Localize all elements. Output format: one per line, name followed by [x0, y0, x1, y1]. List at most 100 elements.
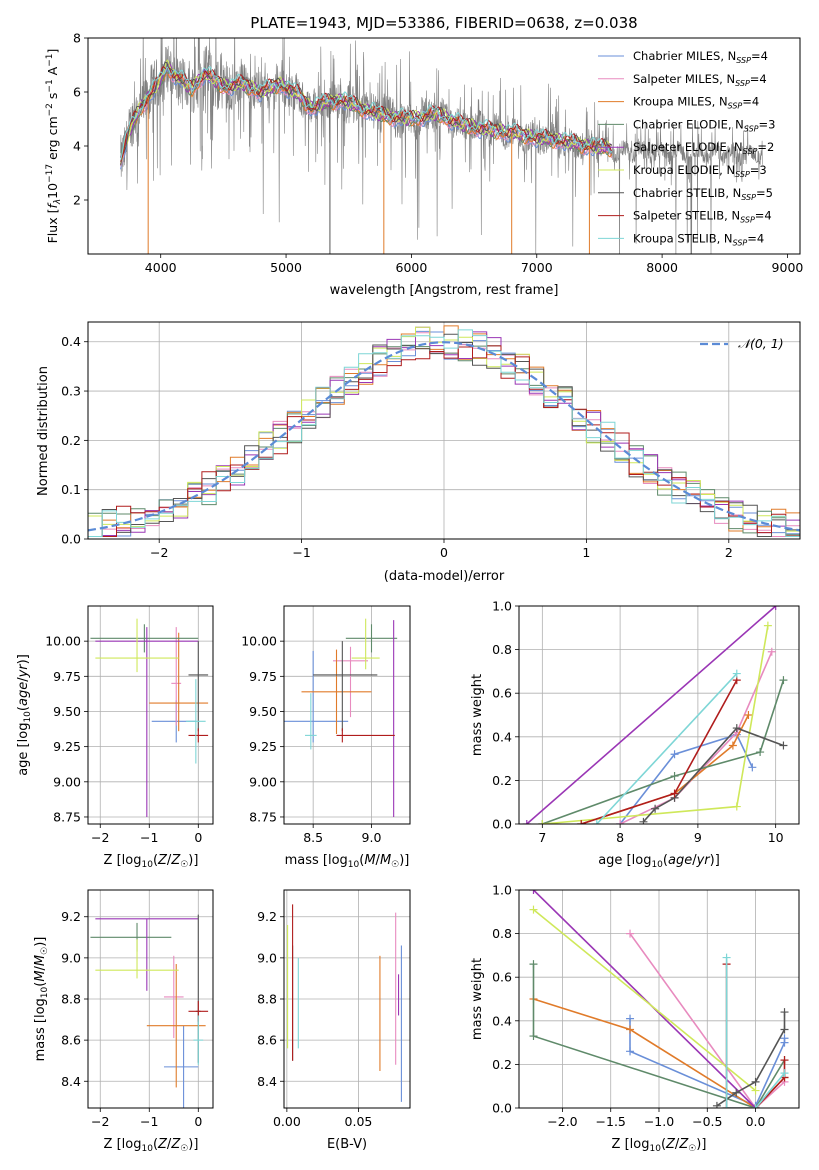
errorbar-point — [333, 646, 368, 718]
y-tick-label: 9.75 — [53, 669, 81, 684]
x-tick-label: −1.0 — [644, 1114, 674, 1129]
plot-area-residuals — [88, 325, 800, 537]
errorbar-point — [188, 728, 209, 743]
errorbar-point — [336, 728, 395, 743]
axes-frame — [87, 605, 214, 825]
weight-marker — [616, 820, 625, 824]
y-tick-label: 10.00 — [45, 634, 81, 649]
y-axis-label: Flux [fλ10−17 erg cm−2 s−1 A−1] — [45, 49, 63, 244]
errorbar-point — [188, 641, 209, 732]
axes-frame — [283, 889, 411, 1109]
weight-marker — [744, 711, 753, 719]
weight-marker — [748, 763, 757, 772]
x-axis-label: age [log10(age/yr)] — [598, 853, 720, 870]
legend-entry: Chabrier MILES, NSSP=4 — [633, 49, 768, 65]
x-tick-label: 9.0 — [362, 830, 382, 845]
axes-frame — [518, 889, 800, 1109]
x-tick-label: −1.5 — [596, 1114, 626, 1129]
y-tick-label: 9.50 — [53, 704, 81, 719]
y-tick-label: 9.75 — [249, 669, 277, 684]
legend-entry: Chabrier ELODIE, NSSP=3 — [633, 117, 775, 133]
legend: Chabrier MILES, NSSP=4 Salpeter MILES, NS… — [598, 49, 775, 247]
panel-spectrum: 4000 5000 6000 7000 8000 9000 2 4 6 8 Chabrier MIL… — [45, 31, 803, 299]
x-tick-label: 4000 — [145, 260, 177, 275]
y-tick-label: 8 — [73, 31, 81, 46]
weight-line — [725, 957, 786, 1108]
y-tick-label: 9.25 — [249, 739, 277, 754]
weight-marker — [780, 1034, 789, 1043]
y-tick-label: 0.6 — [492, 686, 512, 701]
x-axis-label: E(B-V) — [327, 1137, 367, 1152]
y-tick-label: 0.8 — [492, 642, 512, 657]
errorbar-point — [171, 627, 182, 726]
errorbar-point — [95, 939, 179, 979]
y-tick-label: 0.4 — [61, 334, 81, 349]
weight-marker — [522, 820, 531, 824]
weight-marker — [651, 804, 660, 813]
weight-series — [592, 669, 741, 824]
weight-marker — [779, 741, 788, 750]
plot-area-mass_vs_Z — [90, 914, 209, 1108]
x-axis-label: mass [log10(M/M☉)] — [285, 853, 410, 870]
y-tick-label: 8.4 — [257, 1074, 277, 1089]
errorbar-point — [345, 624, 398, 653]
legend-entry: Chabrier STELIB, NSSP=5 — [633, 186, 773, 202]
y-tick-label: 0.3 — [61, 384, 81, 399]
weight-marker — [529, 890, 538, 894]
legend-entry: Salpeter MILES, NSSP=4 — [633, 72, 767, 88]
errorbar-point — [163, 1025, 199, 1108]
weight-marker — [732, 724, 741, 733]
weight-marker — [779, 676, 788, 685]
x-tick-label: 8 — [616, 830, 624, 845]
legend-entry: Kroupa MILES, NSSP=4 — [633, 95, 759, 111]
errorbar-point — [95, 918, 199, 991]
y-tick-label: 8.6 — [61, 1033, 81, 1048]
y-axis-label: mass weight — [470, 958, 485, 1040]
errorbar-point — [313, 641, 378, 732]
weight-line — [596, 673, 738, 824]
errorbar-point — [95, 618, 179, 673]
weight-marker — [756, 748, 765, 757]
weight-series — [529, 905, 760, 1095]
x-tick-label: 8.5 — [303, 830, 323, 845]
weight-marker — [626, 1025, 635, 1034]
weight-marker — [728, 741, 737, 750]
x-tick-label: 0.00 — [273, 1114, 301, 1129]
x-tick-label: 6000 — [396, 260, 428, 275]
x-tick-label: 10 — [768, 830, 784, 845]
y-tick-label: 0.8 — [492, 926, 512, 941]
y-tick-label: 8.4 — [61, 1074, 81, 1089]
weight-series — [712, 1008, 789, 1108]
y-tick-label: 9.00 — [249, 774, 277, 789]
weight-series — [522, 606, 780, 824]
weight-series — [577, 711, 753, 824]
y-tick-label: 0.4 — [492, 729, 512, 744]
weight-marker — [751, 1086, 760, 1095]
y-tick-label: 9.00 — [53, 774, 81, 789]
errorbar-point — [146, 964, 206, 1088]
x-tick-label: 7000 — [521, 260, 553, 275]
x-tick-label: 5000 — [270, 260, 302, 275]
weight-line — [619, 733, 754, 824]
x-tick-label: 9 — [694, 830, 702, 845]
y-tick-label: 1.0 — [492, 883, 512, 898]
weight-line — [532, 964, 786, 1108]
model-spectrum — [120, 66, 613, 161]
weight-marker — [639, 817, 648, 824]
errorbar-point — [163, 955, 184, 1039]
axes-frame — [283, 605, 411, 825]
weight-marker — [722, 1104, 731, 1108]
x-tick-label: 2 — [725, 545, 733, 560]
plot-area-spectrum — [120, 38, 763, 254]
weight-marker — [722, 953, 731, 962]
y-tick-label: 8.6 — [257, 1033, 277, 1048]
histogram-series — [88, 326, 800, 532]
weight-marker — [780, 1008, 789, 1017]
axes-frame — [87, 889, 214, 1109]
weight-line — [532, 908, 757, 1092]
model-spectrum — [120, 66, 613, 162]
axes-frame — [87, 37, 801, 255]
x-axis-label: wavelength [Angstrom, rest frame] — [330, 283, 559, 298]
figure-title: PLATE=1943, MJD=53386, FIBERID=0638, z=0… — [250, 14, 637, 32]
